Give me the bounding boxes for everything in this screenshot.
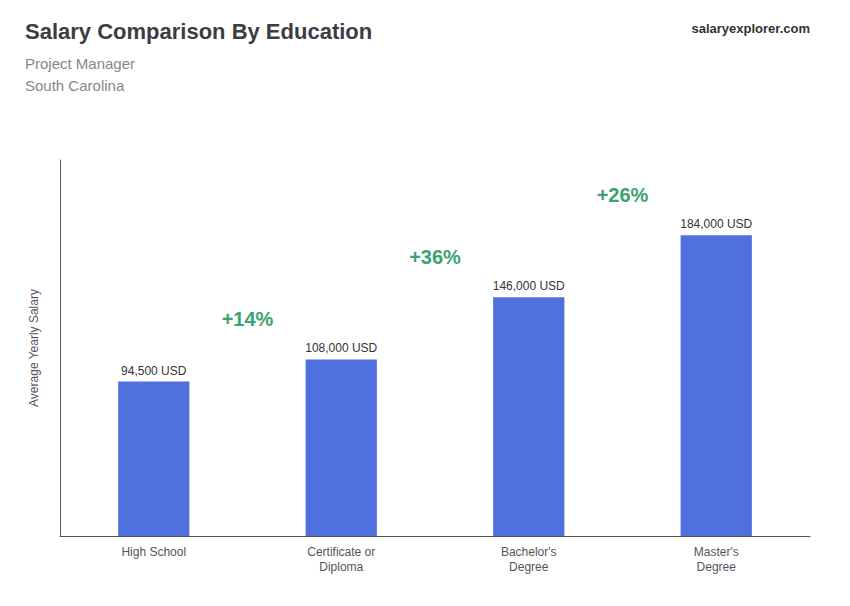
svg-text:146,000 USD: 146,000 USD [493, 279, 565, 293]
svg-text:Project Manager: Project Manager [25, 55, 135, 72]
svg-text:High School: High School [121, 545, 186, 559]
svg-text:108,000 USD: 108,000 USD [305, 341, 377, 355]
svg-text:184,000 USD: 184,000 USD [680, 217, 752, 231]
svg-text:Salary Comparison By Education: Salary Comparison By Education [25, 19, 372, 44]
svg-text:Certificate or: Certificate or [307, 545, 375, 559]
svg-text:Master's: Master's [694, 545, 739, 559]
svg-text:94,500 USD: 94,500 USD [121, 364, 187, 378]
svg-text:Degree: Degree [509, 560, 549, 574]
svg-text:Diploma: Diploma [319, 560, 363, 574]
svg-text:Degree: Degree [697, 560, 737, 574]
svg-text:Average Yearly Salary: Average Yearly Salary [27, 289, 41, 407]
svg-text:South Carolina: South Carolina [25, 77, 125, 94]
svg-text:+26%: +26% [597, 184, 649, 206]
svg-text:+36%: +36% [409, 246, 461, 268]
svg-text:Bachelor's: Bachelor's [501, 545, 557, 559]
svg-text:+14%: +14% [222, 308, 274, 330]
svg-text:salaryexplorer.com: salaryexplorer.com [691, 21, 810, 36]
